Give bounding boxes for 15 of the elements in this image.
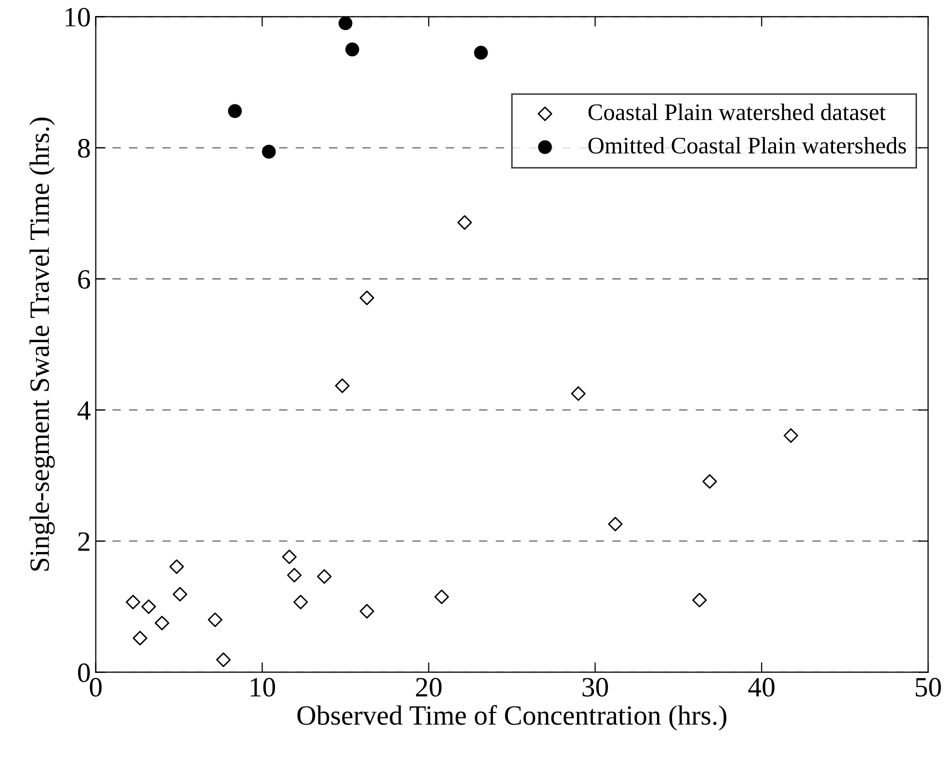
y-tick-label: 0 (78, 663, 90, 682)
y-tick-label: 6 (78, 270, 90, 289)
x-tick-label: 30 (582, 678, 608, 697)
x-axis-title: Observed Time of Concentration (hrs.) (297, 705, 726, 731)
x-tick-label: 40 (748, 678, 774, 697)
y-axis-title: Single-segment Swale Travel Time (hrs.) (30, 118, 55, 571)
y-tick-label: 8 (78, 138, 90, 158)
x-tick-label: 10 (250, 678, 276, 697)
y-tick-label: 10 (66, 8, 90, 27)
y-tick-label: 2 (78, 532, 90, 551)
legend-label: Coastal Plain watershed dataset (588, 104, 886, 120)
x-tick-label: 50 (916, 678, 941, 697)
y-tick-label: 4 (78, 401, 90, 420)
x-tick-label: 20 (416, 678, 442, 697)
legend-label: Omitted Coastal Plain watersheds (588, 136, 906, 154)
